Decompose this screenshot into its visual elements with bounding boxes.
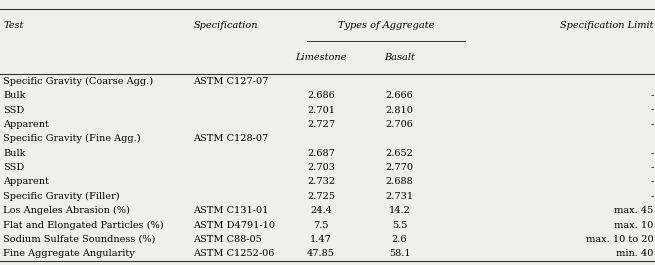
Text: 24.4: 24.4 [310, 206, 332, 215]
Text: SSD: SSD [3, 106, 24, 115]
Text: 2.687: 2.687 [307, 149, 335, 158]
Text: 2.666: 2.666 [386, 91, 413, 100]
Text: Apparent: Apparent [3, 178, 49, 187]
Text: ASTM C127-07: ASTM C127-07 [193, 77, 269, 86]
Text: 5.5: 5.5 [392, 220, 407, 229]
Text: 7.5: 7.5 [313, 220, 329, 229]
Text: 58.1: 58.1 [388, 249, 411, 258]
Text: -: - [650, 120, 654, 129]
Text: -: - [650, 91, 654, 100]
Text: Specification: Specification [193, 21, 257, 30]
Text: 2.701: 2.701 [307, 106, 335, 115]
Text: 2.686: 2.686 [307, 91, 335, 100]
Text: Types of Aggregate: Types of Aggregate [337, 21, 434, 30]
Text: ASTM C88-05: ASTM C88-05 [193, 235, 262, 244]
Text: 2.731: 2.731 [386, 192, 413, 201]
Text: Basalt: Basalt [384, 53, 415, 62]
Text: Specification Limit: Specification Limit [560, 21, 654, 30]
Text: 2.6: 2.6 [392, 235, 407, 244]
Text: Fine Aggregate Angularity: Fine Aggregate Angularity [3, 249, 135, 258]
Text: 2.688: 2.688 [386, 178, 413, 187]
Text: Apparent: Apparent [3, 120, 49, 129]
Text: Flat and Elongated Particles (%): Flat and Elongated Particles (%) [3, 220, 164, 230]
Text: -: - [650, 163, 654, 172]
Text: -: - [650, 192, 654, 201]
Text: -: - [650, 149, 654, 158]
Text: ASTM C128-07: ASTM C128-07 [193, 134, 269, 143]
Text: min. 40: min. 40 [616, 249, 654, 258]
Text: 2.727: 2.727 [307, 120, 335, 129]
Text: 2.652: 2.652 [386, 149, 413, 158]
Text: ASTM C131-01: ASTM C131-01 [193, 206, 269, 215]
Text: max. 45: max. 45 [614, 206, 654, 215]
Text: 2.810: 2.810 [386, 106, 413, 115]
Text: Test: Test [3, 21, 24, 30]
Text: Bulk: Bulk [3, 91, 26, 100]
Text: max. 10: max. 10 [614, 220, 654, 229]
Text: Limestone: Limestone [295, 53, 346, 62]
Text: ASTM D4791-10: ASTM D4791-10 [193, 220, 275, 229]
Text: Bulk: Bulk [3, 149, 26, 158]
Text: 2.703: 2.703 [307, 163, 335, 172]
Text: 47.85: 47.85 [307, 249, 335, 258]
Text: Specific Gravity (Fine Agg.): Specific Gravity (Fine Agg.) [3, 134, 141, 143]
Text: Sodium Sulfate Soundness (%): Sodium Sulfate Soundness (%) [3, 235, 156, 244]
Text: 2.732: 2.732 [307, 178, 335, 187]
Text: 1.47: 1.47 [310, 235, 332, 244]
Text: Specific Gravity (Coarse Agg.): Specific Gravity (Coarse Agg.) [3, 77, 153, 86]
Text: 2.706: 2.706 [386, 120, 413, 129]
Text: -: - [650, 106, 654, 115]
Text: max. 10 to 20: max. 10 to 20 [586, 235, 654, 244]
Text: 14.2: 14.2 [388, 206, 411, 215]
Text: 2.770: 2.770 [386, 163, 413, 172]
Text: Los Angeles Abrasion (%): Los Angeles Abrasion (%) [3, 206, 130, 215]
Text: Specific Gravity (Filler): Specific Gravity (Filler) [3, 192, 120, 201]
Text: SSD: SSD [3, 163, 24, 172]
Text: -: - [650, 178, 654, 187]
Text: 2.725: 2.725 [307, 192, 335, 201]
Text: ASTM C1252-06: ASTM C1252-06 [193, 249, 274, 258]
